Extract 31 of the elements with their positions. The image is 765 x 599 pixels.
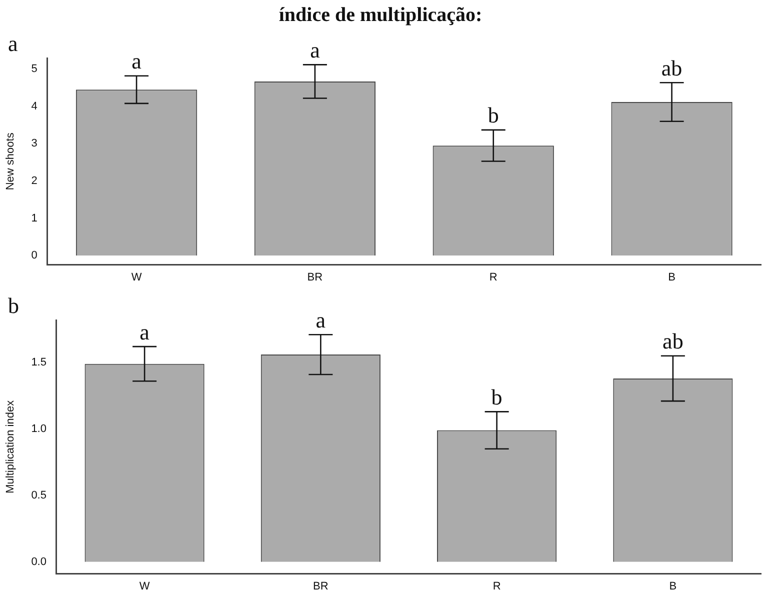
- y-tick-label: 0: [31, 250, 38, 262]
- y-axis-title: New shoots: [4, 132, 17, 190]
- annotation: b: [491, 384, 502, 410]
- y-axis-title: Multiplication index: [4, 400, 17, 494]
- y-tick-label: 5: [31, 63, 38, 76]
- y-tick-label: 0.5: [31, 489, 46, 502]
- x-tick-label: R: [492, 580, 501, 592]
- y-tick-label: 0.0: [31, 556, 46, 568]
- text: b: [8, 292, 19, 318]
- annotation: a: [316, 307, 326, 332]
- annotation: ab: [662, 328, 684, 354]
- x-tick-label: B: [669, 580, 677, 592]
- x-tick-label: R: [489, 271, 498, 284]
- text: a: [8, 30, 18, 56]
- x-tick-label: BR: [307, 271, 323, 284]
- y-tick-label: 1.0: [31, 422, 46, 435]
- annotation: ab: [661, 55, 682, 80]
- annotation: a: [310, 37, 320, 62]
- annotation: a: [132, 48, 142, 74]
- x-tick-label: B: [668, 271, 676, 284]
- annotation: b: [488, 102, 499, 128]
- x-tick-label: W: [139, 580, 150, 592]
- annotation: a: [140, 319, 150, 344]
- x-tick-label: BR: [313, 580, 328, 592]
- y-tick-label: 2: [31, 174, 38, 187]
- y-tick-label: 3: [31, 138, 38, 150]
- chart-title: índice de multiplicação:: [278, 4, 482, 26]
- y-tick-label: 1: [31, 212, 38, 224]
- x-tick-label: W: [131, 271, 142, 284]
- y-tick-label: 1.5: [31, 356, 46, 369]
- y-tick-label: 4: [31, 100, 38, 112]
